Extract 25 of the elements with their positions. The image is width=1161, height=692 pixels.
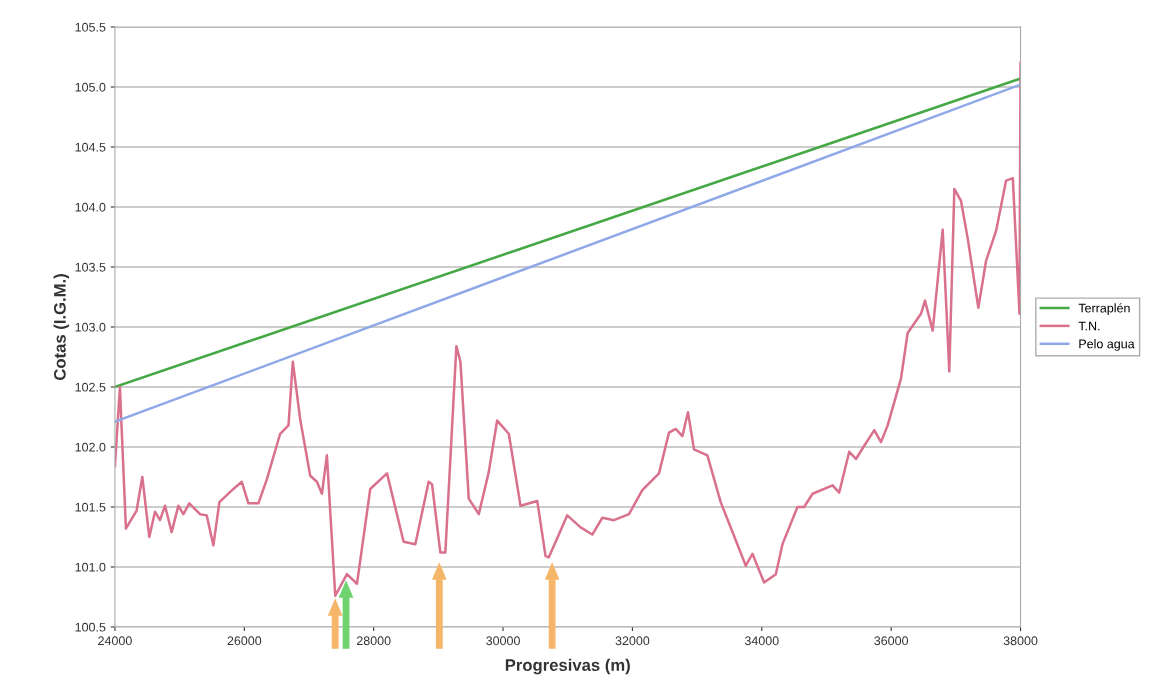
y-tick-label: 105.0 xyxy=(75,82,106,92)
y-tick-label: 104.5 xyxy=(75,142,106,152)
y-tick-label: 103.5 xyxy=(75,262,106,272)
line-series xyxy=(114,61,1021,597)
x-tick-label: 24000 xyxy=(98,636,132,646)
y-tick-label: 101.0 xyxy=(75,562,106,572)
x-tick-label: 38000 xyxy=(1003,636,1038,646)
legend-label: Terraplén xyxy=(1078,303,1130,315)
x-tick-label: 32000 xyxy=(615,636,650,646)
x-tick-label: 34000 xyxy=(744,636,779,646)
y-tick-label: 102.0 xyxy=(75,442,106,452)
x-tick-label: 28000 xyxy=(356,636,391,646)
y-tick-label: 104.0 xyxy=(75,202,106,212)
x-tick-label: 36000 xyxy=(874,636,909,646)
y-tick-label: 103.0 xyxy=(75,322,106,332)
y-tick-label: 105.5 xyxy=(75,22,106,32)
x-tick-label: 26000 xyxy=(227,636,262,646)
legend-label: Pelo agua xyxy=(1079,339,1135,351)
y-axis-title: Cotas (I.G.M.) xyxy=(53,274,70,380)
x-tick-label: 30000 xyxy=(486,636,520,646)
y-tick-label: 101.5 xyxy=(75,502,106,512)
y-tick-label: 100.5 xyxy=(75,622,106,632)
x-axis-title: Progresivas (m) xyxy=(505,658,630,675)
y-tick-label: 102.5 xyxy=(75,382,106,392)
legend-label: T.N. xyxy=(1078,321,1100,331)
